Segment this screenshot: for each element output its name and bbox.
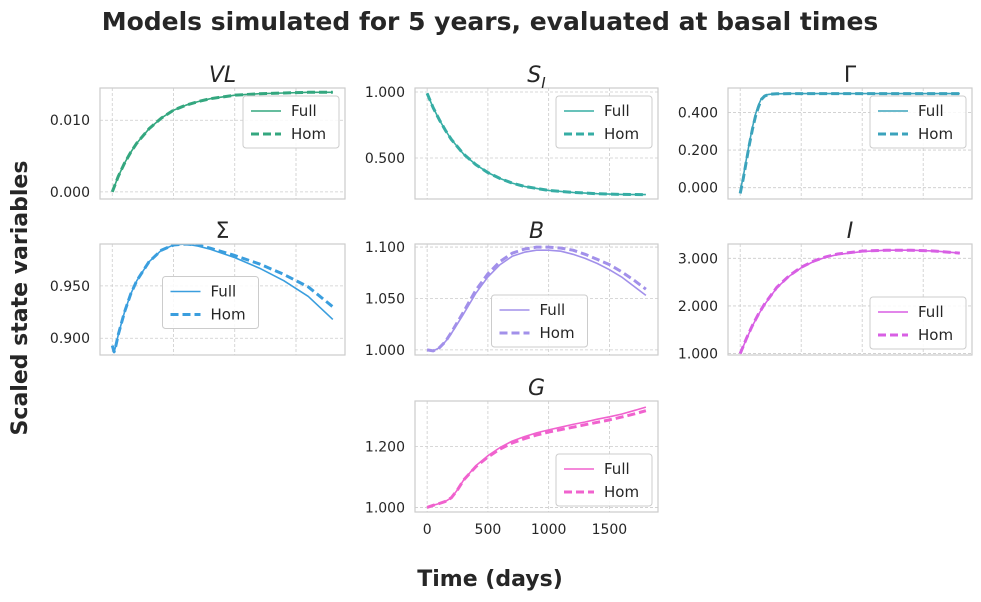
series-line-hom [426, 409, 647, 509]
y-tick-label: 1.000 [365, 343, 405, 359]
y-axis-label: Scaled state variables [8, 161, 33, 436]
legend: Full Hom [491, 294, 588, 348]
subplot-title: Γ [844, 63, 857, 88]
subplot-2: 0.500 1.000 SI Full Hom [365, 63, 659, 200]
legend-label-hom: Hom [918, 125, 953, 143]
plot-frame [727, 243, 973, 356]
y-tick-label: 1.200 [365, 440, 405, 456]
subplot-title: I [847, 219, 854, 244]
legend: Full Hom [242, 95, 340, 149]
y-tick-label: 0.900 [50, 331, 90, 347]
x-tick-label: 1500 [592, 522, 628, 538]
y-tick-label: 1.000 [365, 85, 405, 101]
y-tick-label: 0.500 [365, 151, 405, 167]
legend-label-full: Full [291, 102, 317, 120]
y-tick-label: 1.000 [678, 347, 718, 363]
legend: Full Hom [869, 296, 967, 350]
plot-frame [414, 400, 659, 513]
subplot-5: 1.000 1.050 1.100 B Full Hom [365, 219, 659, 359]
legend-label-hom: Hom [918, 326, 953, 344]
series-line-hom [738, 248, 960, 355]
y-tick-label: 3.000 [678, 251, 718, 267]
legend-label-hom: Hom [604, 125, 639, 143]
y-tick-label: 1.050 [365, 291, 405, 307]
legend-label-hom: Hom [211, 306, 246, 324]
legend-label-full: Full [604, 460, 630, 478]
subplot-title: G [528, 376, 545, 401]
subplot-title: B [529, 219, 544, 244]
legend-label-hom: Hom [604, 483, 639, 501]
series-line-hom [425, 92, 646, 197]
legend: Full Hom [162, 276, 259, 329]
plot-frame [414, 243, 659, 356]
subplot-1: 0.000 0.010 VL Full Hom [50, 63, 346, 201]
y-tick-label: 0.010 [50, 113, 90, 129]
y-tick-label: 0.400 [678, 105, 718, 121]
x-tick-label: 0 [423, 522, 432, 538]
y-tick-label: 1.100 [365, 240, 405, 256]
subplot-4: 0.900 0.950 Σ Full Hom [50, 219, 346, 356]
figure-title: Models simulated for 5 years, evaluated … [102, 7, 879, 36]
legend-label-full: Full [918, 102, 944, 120]
legend-label-full: Full [604, 102, 630, 120]
plot-frame [99, 87, 346, 200]
legend-label-full: Full [918, 303, 944, 321]
legend: Full Hom [555, 453, 653, 507]
series-line-hom [110, 90, 333, 193]
y-tick-label: 0.950 [50, 279, 90, 295]
x-axis-label: Time (days) [417, 567, 563, 592]
y-tick-label: 1.000 [365, 500, 405, 516]
plot-frame [727, 87, 973, 200]
legend-label-hom: Hom [291, 125, 326, 143]
legend: Full Hom [555, 95, 653, 149]
x-tick-label: 1000 [531, 522, 567, 538]
plot-frame [414, 87, 659, 200]
series-line-hom [738, 92, 960, 194]
x-tick-label: 500 [475, 522, 502, 538]
y-tick-label: 0.000 [678, 181, 718, 197]
y-tick-label: 0.000 [50, 185, 90, 201]
plot-frame [99, 243, 346, 356]
series-line-hom [110, 244, 334, 354]
subplot-6: 1.000 2.000 3.000 I Full Hom [678, 219, 973, 363]
subplot-grid: 0.0000.010VLFullHom0.5001.000SIFullHom0.… [50, 63, 973, 538]
subplot-title: SI [527, 63, 546, 92]
subplot-title: VL [209, 63, 236, 88]
subplot-3: 0.000 0.200 0.400 Γ Full Hom [678, 63, 973, 200]
legend-label-full: Full [540, 301, 566, 319]
legend-label-hom: Hom [540, 324, 575, 342]
subplot-title: Σ [216, 219, 230, 244]
legend-label-full: Full [211, 283, 237, 301]
y-tick-label: 0.200 [678, 143, 718, 159]
legend: Full Hom [869, 95, 967, 149]
series-line-hom [426, 245, 647, 353]
series-line-full [426, 406, 647, 509]
y-tick-label: 2.000 [678, 299, 718, 315]
subplot-7: 1.000 1.200 0 500 1000 1500 G Full Hom [365, 376, 659, 538]
